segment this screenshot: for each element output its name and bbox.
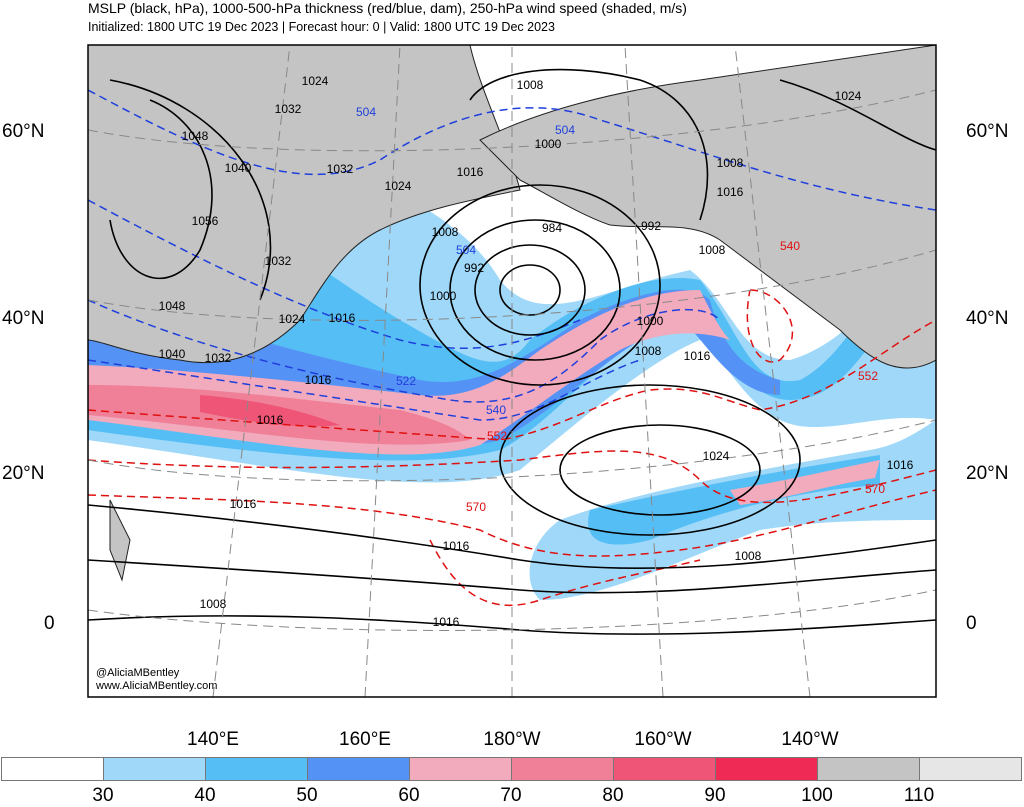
colorbar-tick-label: 90: [704, 785, 726, 806]
mslp-label: 984: [542, 221, 562, 235]
mslp-label: 992: [641, 219, 661, 233]
mslp-label: 1048: [159, 299, 186, 313]
thickness-label: 552: [487, 429, 507, 443]
mslp-label: 1016: [887, 458, 914, 472]
lon-label: 180°W: [483, 729, 541, 750]
mslp-label: 1056: [192, 214, 219, 228]
lat-label-right: 40°N: [966, 308, 1009, 329]
mslp-label: 1000: [637, 314, 664, 328]
colorbar-tick-label: 100: [801, 785, 833, 806]
credit-url: www.AliciaMBentley.com: [96, 680, 218, 692]
mslp-label: 1024: [279, 312, 306, 326]
colorbar-segment: [205, 757, 308, 781]
thickness-label: 504: [555, 123, 575, 137]
mslp-label: 1016: [329, 311, 356, 325]
colorbar-segment: [307, 757, 410, 781]
graticule: [88, 45, 936, 697]
mslp-label: 1032: [327, 162, 354, 176]
lon-label: 160°E: [339, 729, 391, 750]
colorbar-segment: [715, 757, 818, 781]
lat-label-right: 20°N: [966, 463, 1009, 484]
thickness-label: 570: [865, 482, 885, 496]
mslp-label: 1008: [200, 597, 227, 611]
lat-label-right: 0: [966, 613, 977, 634]
colorbar-tick-label: 30: [92, 785, 114, 806]
mslp-label: 1008: [635, 344, 662, 358]
thickness-label: 552: [858, 369, 878, 383]
colorbar-segment: [817, 757, 920, 781]
mslp-label: 1016: [230, 497, 257, 511]
colorbar-tick-label: 60: [398, 785, 420, 806]
mslp-label: 1024: [835, 89, 862, 103]
colorbar-segment: [511, 757, 614, 781]
map-frame: [87, 44, 937, 698]
colorbar-tick-label: 70: [500, 785, 522, 806]
mslp-label: 1048: [182, 129, 209, 143]
colorbar-tick-label: 40: [194, 785, 216, 806]
mslp-label: 1016: [684, 349, 711, 363]
colorbar-tick-label: 110: [903, 785, 935, 806]
thickness-label: 504: [356, 105, 376, 119]
mslp-label: 1024: [385, 179, 412, 193]
colorbar-tick-label: 50: [296, 785, 318, 806]
lat-label-left: 60°N: [2, 121, 45, 142]
thickness-contours: [88, 89, 936, 606]
thickness-label: 540: [780, 239, 800, 253]
colorbar-segment: [1, 757, 104, 781]
lat-label-left: 20°N: [2, 463, 45, 484]
map-subtitle: Initialized: 1800 UTC 19 Dec 2023 | Fore…: [88, 20, 555, 34]
mslp-label: 1000: [430, 289, 457, 303]
mslp-label: 1008: [717, 156, 744, 170]
mslp-label: 1032: [275, 102, 302, 116]
thickness-label: 522: [396, 374, 416, 388]
map-title: MSLP (black, hPa), 1000-500-hPa thicknes…: [88, 0, 687, 16]
colorbar-segment: [409, 757, 512, 781]
mslp-label: 1016: [443, 539, 470, 553]
mslp-label: 1016: [717, 185, 744, 199]
mslp-label: 1016: [257, 413, 284, 427]
colorbar-tick-label: 80: [602, 785, 624, 806]
lat-label-right: 60°N: [966, 121, 1009, 142]
lon-label: 140°E: [187, 729, 239, 750]
mslp-label: 1032: [265, 254, 292, 268]
mslp-label: 1016: [305, 373, 332, 387]
mslp-label: 1016: [433, 615, 460, 629]
mslp-label: 1008: [517, 78, 544, 92]
mslp-label: 1008: [432, 225, 459, 239]
lon-label: 140°W: [781, 729, 839, 750]
mslp-label: 1024: [302, 74, 329, 88]
thickness-label: 540: [486, 403, 506, 417]
thickness-label: 570: [466, 500, 486, 514]
thickness-label: 504: [456, 243, 476, 257]
mslp-label: 1032: [205, 351, 232, 365]
mslp-label: 1008: [735, 549, 762, 563]
mslp-label: 1016: [457, 165, 484, 179]
lat-label-left: 40°N: [2, 308, 45, 329]
colorbar-segment: [919, 757, 1022, 781]
colorbar-segment: [613, 757, 716, 781]
mslp-label: 1024: [703, 449, 730, 463]
mslp-label: 1040: [225, 161, 252, 175]
mslp-label: 1000: [535, 137, 562, 151]
credit-handle: @AliciaMBentley: [96, 667, 180, 679]
mslp-label: 1008: [699, 243, 726, 257]
mslp-label: 1040: [159, 347, 186, 361]
lat-label-left: 0: [44, 613, 55, 634]
lon-label: 160°W: [634, 729, 692, 750]
colorbar-segment: [103, 757, 206, 781]
mslp-label: 992: [464, 261, 484, 275]
